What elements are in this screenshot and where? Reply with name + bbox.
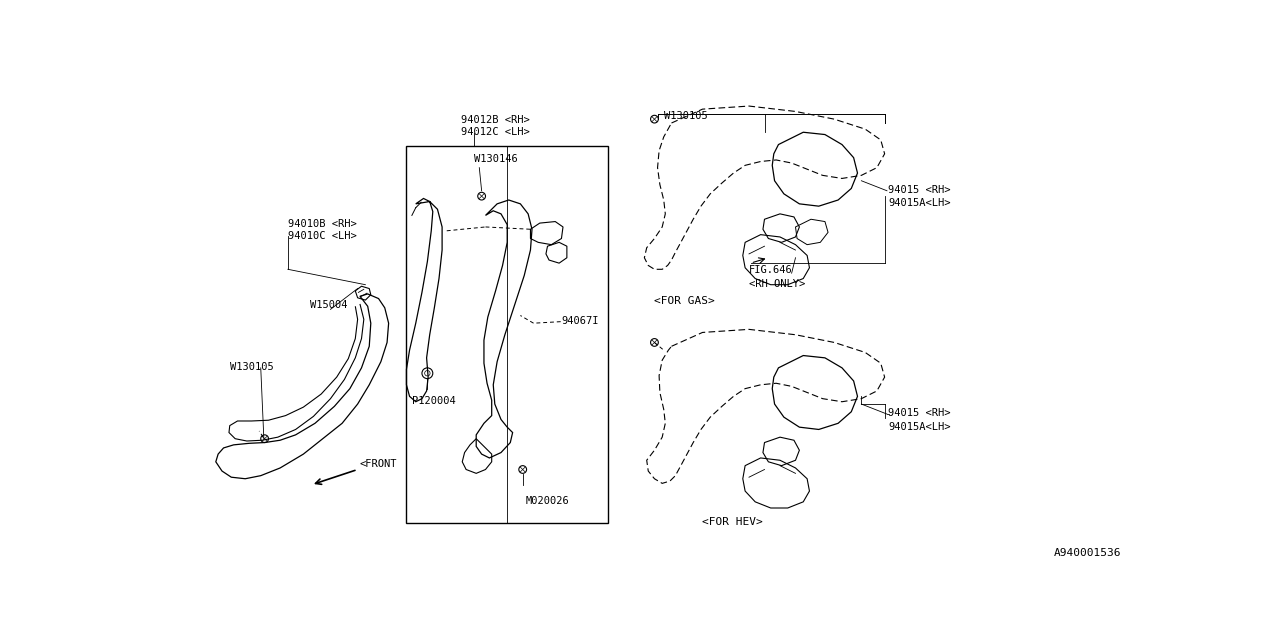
Text: FIG.646: FIG.646 [749, 266, 792, 275]
Text: 94015 <RH>: 94015 <RH> [888, 184, 951, 195]
Text: W130146: W130146 [474, 154, 517, 164]
Text: 94010C <LH>: 94010C <LH> [288, 231, 357, 241]
Text: W130105: W130105 [229, 362, 274, 372]
Text: 94067I: 94067I [562, 316, 599, 326]
Text: A940001536: A940001536 [1053, 548, 1121, 558]
Text: <FRONT: <FRONT [360, 460, 397, 470]
Text: <RH ONLY>: <RH ONLY> [749, 278, 805, 289]
Text: M020026: M020026 [526, 497, 570, 506]
Text: 94015A<LH>: 94015A<LH> [888, 198, 951, 209]
Text: <FOR HEV>: <FOR HEV> [703, 517, 763, 527]
Text: P120004: P120004 [412, 396, 456, 406]
Text: 94015 <RH>: 94015 <RH> [888, 408, 951, 418]
Bar [407, 146, 608, 524]
Text: <FOR GAS>: <FOR GAS> [654, 296, 716, 307]
Text: W130105: W130105 [664, 111, 708, 122]
Text: W15004: W15004 [310, 300, 347, 310]
Text: 94010B <RH>: 94010B <RH> [288, 220, 357, 229]
Text: 94015A<LH>: 94015A<LH> [888, 422, 951, 432]
Text: 94012C <LH>: 94012C <LH> [461, 127, 530, 137]
Text: 94012B <RH>: 94012B <RH> [461, 115, 530, 125]
